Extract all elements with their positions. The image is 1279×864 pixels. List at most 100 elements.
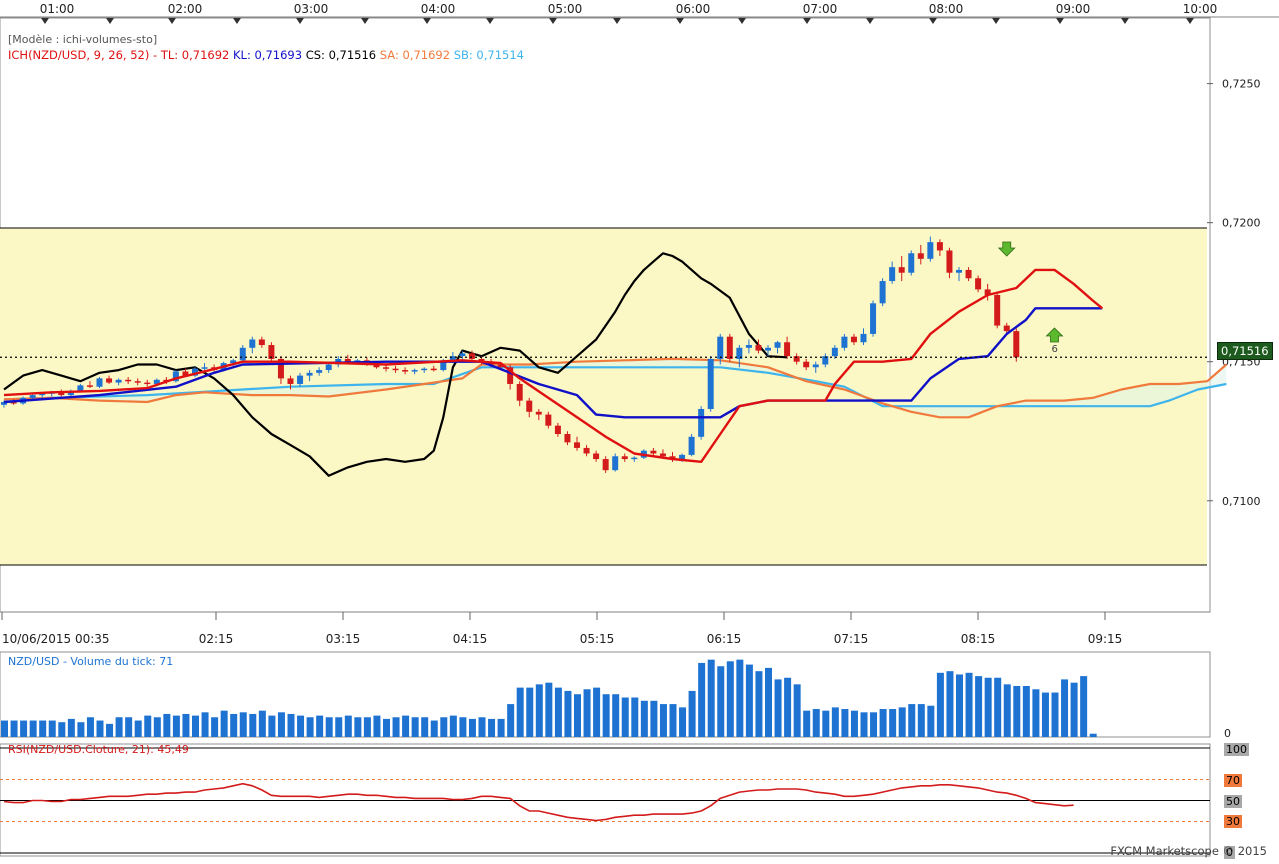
candle-body: [258, 339, 265, 346]
copyright-text: FXCM Marketscope © 2015: [1110, 844, 1267, 858]
volume-bar: [58, 722, 66, 737]
time-marker-icon: [486, 18, 494, 24]
candle-body: [392, 368, 399, 371]
candle-body: [144, 382, 151, 385]
volume-bar: [583, 689, 591, 737]
volume-bar: [220, 710, 228, 737]
time-marker-icon: [549, 18, 557, 24]
candle-body: [765, 347, 771, 351]
candle-body: [621, 456, 628, 460]
candle-body: [86, 385, 93, 387]
bottom-axis-tick-label: 02:15: [199, 632, 234, 646]
candle-body: [58, 392, 65, 396]
volume-bar: [421, 717, 429, 737]
top-axis-tick-label: 05:00: [548, 2, 583, 16]
candle-body: [526, 400, 533, 412]
volume-bar: [1003, 684, 1011, 737]
candle-body: [402, 370, 409, 372]
volume-bar: [822, 710, 830, 737]
volume-bar: [277, 712, 285, 737]
bottom-axis-tick-label: 07:15: [834, 632, 869, 646]
volume-bar: [67, 718, 75, 737]
time-marker-icon: [738, 18, 746, 24]
candle-body: [545, 414, 552, 426]
candle-body: [287, 378, 294, 384]
candle-body: [1013, 331, 1020, 358]
volume-bar: [497, 718, 505, 737]
volume-bar: [707, 659, 715, 737]
volume-bar: [354, 717, 362, 737]
candle-body: [917, 253, 924, 259]
bottom-axis-tick-label: 10/06/2015 00:35: [2, 632, 110, 646]
up-arrow-icon: [1045, 327, 1064, 343]
volume-bar: [153, 717, 161, 737]
volume-bar: [507, 704, 515, 737]
top-axis-tick-label: 10:00: [1183, 2, 1218, 16]
candle-body: [373, 364, 380, 368]
candle-body: [29, 395, 36, 398]
candle-body: [125, 379, 132, 382]
candle-body: [268, 345, 275, 359]
model-label: [Modèle : ichi-volumes-sto]: [8, 33, 158, 46]
top-axis-tick-label: 09:00: [1056, 2, 1091, 16]
time-marker-icon: [1121, 18, 1129, 24]
time-marker-icon: [992, 18, 1000, 24]
volume-bar: [115, 717, 123, 737]
candle-body: [994, 294, 1001, 326]
candle-body: [325, 364, 332, 371]
volume-bar: [172, 715, 180, 737]
volume-bar: [258, 710, 266, 737]
volume-bar: [774, 679, 782, 737]
candle-body: [889, 267, 896, 282]
rsi-panel-title: RSI(NZD/USD.Cloture, 21): 45,49: [8, 743, 189, 756]
volume-bar: [192, 715, 199, 737]
volume-bar: [325, 717, 333, 737]
candle-body: [669, 456, 676, 460]
candle-body: [726, 336, 733, 359]
volume-bar: [908, 704, 916, 737]
candle-body: [507, 367, 514, 384]
candle-body: [975, 278, 982, 290]
volume-bar: [984, 677, 992, 737]
rsi-level-30: 30: [1224, 815, 1242, 828]
candle-body: [115, 379, 122, 383]
volume-bar: [297, 715, 305, 737]
candle-body: [96, 378, 103, 387]
time-marker-icon: [361, 18, 369, 24]
volume-bar: [1041, 692, 1049, 737]
candle-body: [411, 370, 418, 372]
volume-bar: [268, 715, 276, 737]
candle-body: [1, 402, 7, 405]
candle-body: [182, 371, 189, 376]
candle-body: [593, 453, 600, 460]
legend-tl: TL: 0,71692: [160, 48, 230, 62]
volume-bar: [1070, 682, 1078, 737]
volume-bar: [96, 720, 104, 737]
candle-body: [106, 378, 113, 383]
volume-bar: [669, 704, 677, 737]
volume-bar: [621, 697, 629, 737]
volume-bar: [850, 710, 858, 737]
volume-bar: [535, 684, 543, 737]
volume-bar: [936, 672, 944, 737]
top-axis-tick-label: 06:00: [676, 2, 711, 16]
volume-bar: [249, 713, 257, 737]
candle-body: [831, 347, 838, 357]
volume-panel-title: NZD/USD - Volume du tick: 71: [8, 655, 174, 668]
candle-body: [459, 353, 466, 357]
candle-body: [793, 356, 800, 362]
volume-bar: [1022, 685, 1030, 737]
time-marker-icon: [233, 18, 241, 24]
volume-bar: [631, 697, 639, 737]
candle-body: [898, 267, 905, 273]
candle-body: [860, 333, 867, 343]
volume-bar: [879, 709, 887, 737]
volume-bar: [755, 671, 763, 737]
candle-body: [201, 367, 208, 369]
top-axis-tick-label: 07:00: [803, 2, 838, 16]
candle-body: [946, 250, 953, 273]
volume-bar: [516, 687, 524, 737]
legend-sb: SB: 0,71514: [453, 48, 524, 62]
